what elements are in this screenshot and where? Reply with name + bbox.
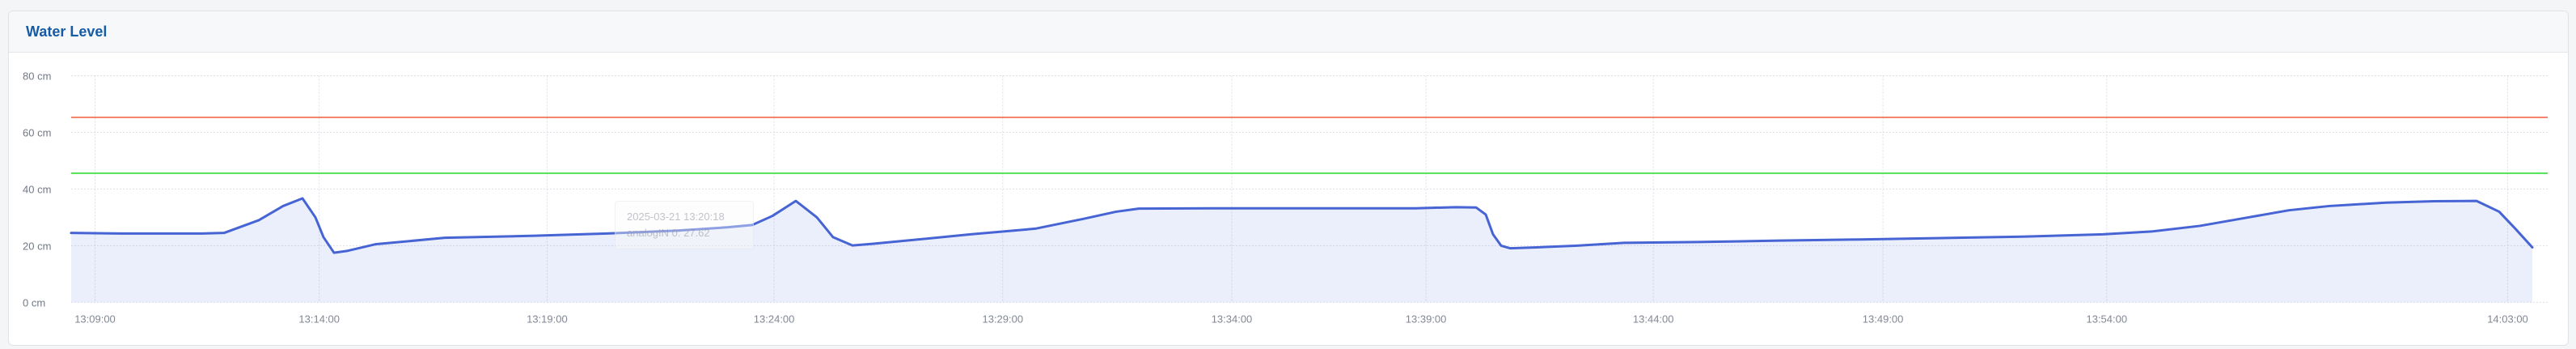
svg-text:80 cm: 80 cm	[23, 70, 51, 83]
svg-text:13:39:00: 13:39:00	[1406, 313, 1447, 325]
svg-text:20 cm: 20 cm	[23, 240, 51, 252]
svg-text:13:09:00: 13:09:00	[74, 313, 116, 325]
svg-text:14:03:00: 14:03:00	[2487, 313, 2528, 325]
svg-text:13:49:00: 13:49:00	[1863, 313, 1904, 325]
svg-text:13:44:00: 13:44:00	[1633, 313, 1674, 325]
svg-text:13:29:00: 13:29:00	[982, 313, 1023, 325]
svg-text:13:19:00: 13:19:00	[527, 313, 568, 325]
svg-text:13:54:00: 13:54:00	[2086, 313, 2127, 325]
svg-text:60 cm: 60 cm	[23, 127, 51, 139]
svg-text:40 cm: 40 cm	[23, 183, 51, 195]
svg-text:13:24:00: 13:24:00	[754, 313, 795, 325]
svg-text:0 cm: 0 cm	[23, 296, 45, 309]
svg-text:13:34:00: 13:34:00	[1212, 313, 1253, 325]
svg-text:13:14:00: 13:14:00	[298, 313, 340, 325]
